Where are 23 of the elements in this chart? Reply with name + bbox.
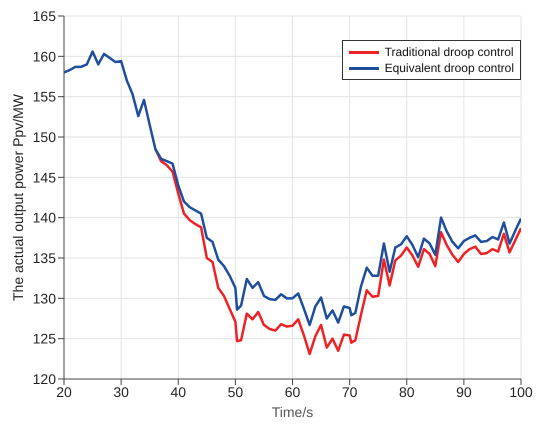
y-tick-label: 140	[32, 210, 56, 226]
y-tick-label: 120	[32, 370, 56, 387]
x-tick-label: 50	[228, 384, 244, 400]
y-axis-title: The actual output power Ppv/MW	[10, 93, 26, 301]
y-tick-label: 135	[32, 250, 56, 266]
legend-label: Traditional droop control	[384, 44, 514, 60]
x-axis-title: Time/s	[272, 404, 314, 420]
y-tick-label: 160	[32, 48, 56, 64]
y-tick-label: 130	[32, 290, 56, 306]
x-tick-label: 30	[113, 384, 130, 400]
y-tick-label: 165	[32, 8, 56, 24]
x-tick-label: 80	[398, 384, 415, 400]
y-tick-label: 125	[32, 330, 56, 347]
y-tick-label: 150	[32, 128, 56, 145]
x-tick-label: 100	[509, 384, 533, 400]
legend-label: Equivalent droop control	[384, 60, 514, 76]
y-tick-label: 155	[32, 88, 56, 105]
x-tick-label: 20	[56, 384, 72, 400]
x-tick-label: 70	[342, 384, 358, 400]
x-tick-label: 40	[170, 384, 186, 400]
y-tick-label: 145	[32, 169, 56, 186]
x-tick-label: 90	[456, 384, 472, 400]
x-tick-label: 60	[284, 384, 300, 400]
